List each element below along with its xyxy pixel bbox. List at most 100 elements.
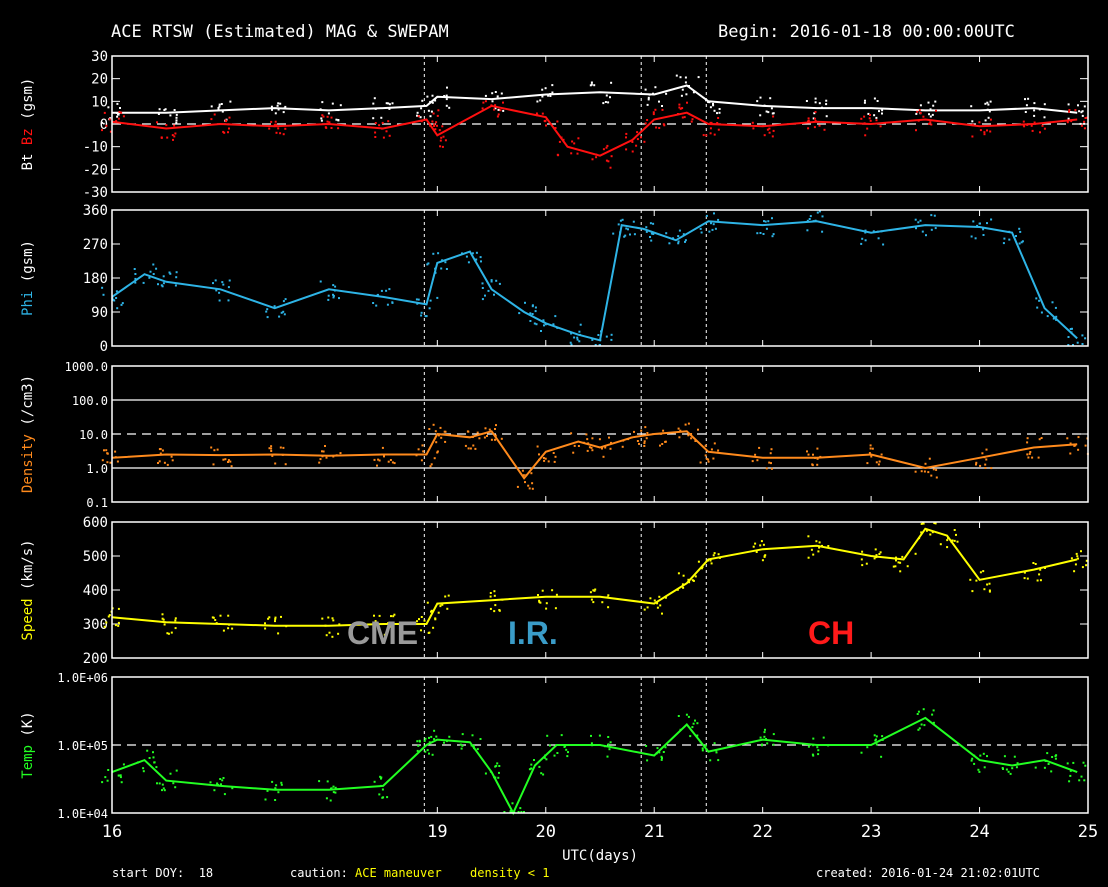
data-point [555,593,558,596]
y-label-part: Bz [20,128,36,153]
data-point [597,334,600,336]
data-point [984,119,987,122]
data-point [1032,562,1035,564]
data-point [812,117,815,120]
data-point [543,459,546,462]
data-point [1040,437,1043,439]
data-point [493,590,496,593]
data-point [443,430,446,433]
data-point [551,84,554,87]
data-point [101,286,104,289]
data-point [163,461,166,464]
data-point [320,117,323,120]
data-point [213,449,216,452]
data-point [684,76,687,79]
data-point [752,127,755,130]
data-point [660,432,663,435]
data-point [270,450,273,452]
data-point [155,267,158,270]
data-point [1034,563,1037,565]
data-point [1080,124,1083,127]
data-point [570,332,573,335]
data-point [987,103,990,106]
data-point [573,444,576,447]
data-point [772,733,775,736]
data-point [109,130,112,133]
data-point [814,117,816,120]
data-point [875,554,878,557]
data-point [1019,230,1022,233]
data-point [322,450,325,453]
data-point [274,112,277,115]
data-point [321,455,324,458]
data-point [929,108,932,111]
data-point [713,212,715,215]
data-point [391,461,394,464]
data-point [116,112,118,114]
data-point [710,562,713,565]
data-point [760,540,763,543]
data-point [609,447,612,450]
data-point [490,279,493,282]
data-point [694,719,696,722]
data-point [499,109,502,112]
data-point [986,101,989,104]
data-point [881,738,884,741]
series-line [111,220,1078,342]
data-point [1002,242,1005,245]
data-point [1039,579,1042,582]
data-point [699,461,702,464]
data-point [280,615,282,618]
data-point [120,111,123,114]
data-point [956,540,959,543]
data-point [388,103,391,106]
data-point [947,536,949,539]
data-point [105,124,108,127]
y-tick-label: 500 [83,549,108,565]
data-point [690,120,693,123]
y-tick-label: -10 [83,140,108,156]
data-point [816,457,819,460]
data-point [976,224,979,227]
data-point [971,757,974,760]
data-point [545,118,548,121]
data-point [935,109,937,112]
data-point [935,476,938,479]
data-point [498,765,501,767]
data-point [482,101,485,104]
data-point [162,275,165,278]
data-point [549,93,552,95]
data-point [553,754,556,757]
data-point [441,259,444,262]
data-point [284,127,287,130]
data-point [326,780,329,783]
data-point [273,123,276,126]
data-point [284,463,287,466]
data-point [472,744,475,747]
data-point [876,230,879,233]
data-point [1086,116,1089,119]
data-point [481,107,484,110]
data-point [636,131,639,134]
data-point [554,315,557,318]
data-point [860,558,863,561]
data-point [677,240,680,243]
data-point [464,444,467,447]
data-point [863,115,866,118]
data-point [814,219,817,222]
data-point [751,460,754,463]
data-point [612,232,615,235]
data-point [162,787,165,790]
data-point [495,424,497,427]
data-point [426,263,429,266]
data-point [975,463,977,466]
data-point [672,237,674,240]
data-point [917,710,920,713]
data-point [121,302,124,305]
data-point [1076,341,1079,344]
data-point [825,103,828,106]
data-point [816,447,819,450]
data-point [625,227,628,230]
data-point [268,447,271,450]
data-point [1066,437,1069,440]
